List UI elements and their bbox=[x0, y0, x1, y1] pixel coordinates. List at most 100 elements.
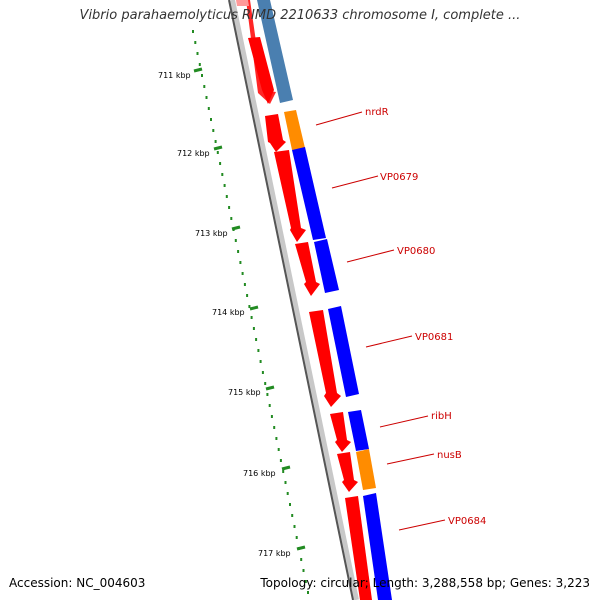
ruler-dot bbox=[264, 382, 267, 385]
forward-gene-arrow[interactable] bbox=[265, 114, 286, 152]
ruler-dot bbox=[307, 591, 309, 594]
ruler-label-711: 711 kbp bbox=[158, 71, 191, 80]
ruler-dot bbox=[284, 481, 287, 484]
ruler-dot bbox=[248, 305, 251, 308]
ruler-dot bbox=[221, 173, 224, 176]
map-title: Vibrio parahaemolyticus RIMD 2210633 chr… bbox=[79, 8, 521, 23]
ruler-label-714: 714 kbp bbox=[212, 308, 245, 317]
ruler-tick-712: 712 kbp bbox=[177, 145, 223, 158]
ruler-dot bbox=[279, 459, 282, 462]
gene-label-VP0681[interactable]: VP0681 bbox=[365, 332, 453, 348]
svg-text:nrdR: nrdR bbox=[365, 107, 389, 118]
ruler-dot bbox=[270, 415, 273, 418]
ruler-dot bbox=[196, 52, 199, 55]
ruler-dot bbox=[259, 360, 262, 363]
ruler-tick-711: 711 kbp bbox=[158, 67, 203, 80]
ruler-tick-715: 715 kbp bbox=[228, 385, 275, 397]
ruler-dot bbox=[203, 85, 206, 88]
reverse-gene-arrow[interactable] bbox=[348, 410, 369, 451]
ruler-dot bbox=[210, 118, 212, 121]
ruler-tick-716: 716 kbp bbox=[243, 465, 291, 478]
reverse-gene-arrow[interactable] bbox=[363, 493, 392, 600]
svg-text:VP0680: VP0680 bbox=[397, 246, 435, 257]
ruler-dot bbox=[216, 151, 219, 154]
genome-summary: Topology: circular; Length: 3,288,558 bp… bbox=[260, 576, 590, 590]
ruler-dot bbox=[255, 338, 258, 341]
ruler-dot bbox=[212, 129, 215, 132]
ruler-tick-713: 713 kbp bbox=[195, 225, 241, 238]
gene-label-VP0680[interactable]: VP0680 bbox=[346, 246, 435, 263]
ruler-dot bbox=[225, 195, 228, 198]
forward-gene-arrow[interactable] bbox=[295, 242, 320, 296]
ruler-dot bbox=[201, 74, 203, 77]
ruler-dot bbox=[243, 283, 246, 286]
forward-gene-arrow[interactable] bbox=[330, 412, 351, 452]
gene-label-nusB[interactable]: nusB bbox=[386, 450, 462, 465]
ruler-label-712: 712 kbp bbox=[177, 149, 210, 158]
reverse-gene-arrow[interactable] bbox=[257, 0, 293, 103]
ruler-dot bbox=[194, 41, 197, 44]
ruler-tick-717: 717 kbp bbox=[258, 545, 306, 558]
ruler-dot bbox=[273, 426, 276, 429]
gene-label-VP0684[interactable]: VP0684 bbox=[398, 516, 486, 531]
ruler-dot bbox=[234, 239, 237, 242]
ruler-dot bbox=[266, 393, 269, 396]
svg-text:VP0681: VP0681 bbox=[415, 332, 453, 343]
gene-label-ribH[interactable]: ribH bbox=[379, 411, 452, 428]
ruler-dot bbox=[239, 261, 242, 264]
ruler-dot bbox=[198, 63, 201, 66]
ruler-dot bbox=[214, 140, 217, 143]
chromosome-backbone-shadow bbox=[228, 0, 354, 600]
ruler-dot bbox=[246, 294, 249, 297]
ruler-dot bbox=[228, 206, 231, 209]
ruler-track bbox=[192, 30, 309, 594]
forward-gene-arrow[interactable] bbox=[337, 452, 358, 492]
forward-gene-arrow[interactable] bbox=[236, 0, 249, 6]
forward-gene-arrow[interactable] bbox=[345, 496, 372, 600]
svg-text:ribH: ribH bbox=[431, 411, 452, 422]
svg-text:nusB: nusB bbox=[437, 450, 462, 461]
ruler-dot bbox=[257, 349, 260, 352]
ruler-dot bbox=[268, 404, 271, 407]
ruler-label-713: 713 kbp bbox=[195, 229, 228, 238]
ruler-dot bbox=[304, 580, 307, 583]
forward-gene-arrow[interactable] bbox=[309, 310, 341, 407]
ruler-label-716: 716 kbp bbox=[243, 469, 276, 478]
accession-label: Accession: NC_004603 bbox=[9, 576, 146, 590]
chromosome-backbone bbox=[229, 0, 359, 600]
ruler-dot bbox=[295, 536, 298, 539]
ruler-dot bbox=[282, 470, 285, 473]
gene-label-VP0679[interactable]: VP0679 bbox=[331, 172, 418, 189]
ruler-dot bbox=[261, 371, 264, 374]
ruler-dot bbox=[230, 217, 233, 220]
ruler-dot bbox=[275, 437, 278, 440]
ruler-dot bbox=[300, 558, 303, 561]
ruler-dot bbox=[252, 327, 255, 330]
ruler-dot bbox=[241, 272, 244, 275]
ruler-dot bbox=[293, 525, 296, 528]
forward-gene-arrow[interactable] bbox=[248, 37, 274, 104]
svg-text:VP0679: VP0679 bbox=[380, 172, 418, 183]
svg-text:VP0684: VP0684 bbox=[448, 516, 486, 527]
ruler-dot bbox=[289, 503, 291, 506]
gene-label-nrdR[interactable]: nrdR bbox=[315, 107, 389, 126]
reverse-gene-arrow[interactable] bbox=[284, 110, 305, 150]
reverse-genes bbox=[257, 0, 392, 600]
forward-genes bbox=[235, 0, 372, 600]
reverse-gene-arrow[interactable] bbox=[328, 306, 359, 397]
ruler-dot bbox=[277, 448, 280, 451]
ruler-dot bbox=[250, 316, 253, 319]
ruler-dot bbox=[205, 96, 208, 99]
ruler-dot bbox=[286, 492, 289, 495]
forward-gene-arrow[interactable] bbox=[274, 150, 306, 242]
reverse-gene-arrow[interactable] bbox=[292, 147, 326, 240]
ruler-dot bbox=[291, 514, 294, 517]
ruler-dot bbox=[237, 250, 240, 253]
ruler-dot bbox=[223, 184, 226, 187]
reverse-gene-arrow[interactable] bbox=[314, 239, 339, 293]
reverse-gene-arrow[interactable] bbox=[356, 449, 376, 490]
ruler-dot bbox=[219, 162, 222, 165]
ruler-dot bbox=[302, 569, 305, 572]
ruler-dot bbox=[192, 30, 194, 33]
